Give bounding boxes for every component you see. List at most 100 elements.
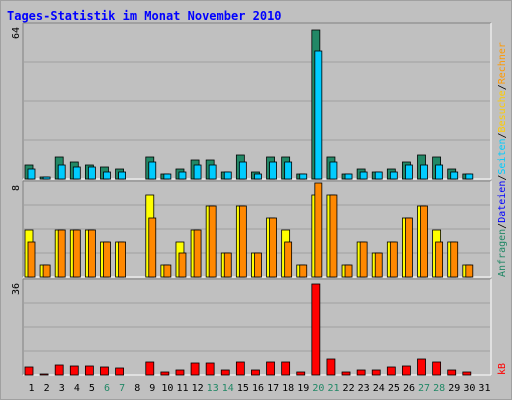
bar-besuche-2 bbox=[42, 264, 51, 278]
day-label-25: 25 bbox=[388, 383, 400, 394]
bar-kb-25 bbox=[386, 366, 396, 376]
bar-dateien-20 bbox=[314, 50, 323, 180]
bar-besuche-17 bbox=[269, 217, 277, 278]
legend-item: Dateien bbox=[497, 181, 508, 223]
bar-besuche-25 bbox=[389, 241, 398, 278]
bar-besuche-7 bbox=[118, 241, 126, 278]
bar-kb-6 bbox=[100, 366, 109, 376]
day-label-13: 13 bbox=[207, 383, 219, 394]
bar-kb-10 bbox=[160, 371, 170, 376]
bar-dateien-5 bbox=[87, 166, 96, 180]
bar-besuche-27 bbox=[420, 205, 428, 278]
bar-kb-19 bbox=[296, 371, 306, 376]
bar-kb-9 bbox=[145, 361, 155, 376]
bar-besuche-5 bbox=[87, 229, 96, 278]
bar-dateien-16 bbox=[254, 173, 262, 180]
bar-besuche-16 bbox=[254, 252, 262, 278]
bar-kb-12 bbox=[190, 362, 200, 376]
bar-dateien-4 bbox=[72, 166, 81, 180]
bar-besuche-19 bbox=[299, 264, 308, 278]
day-label-3: 3 bbox=[59, 383, 65, 394]
bar-besuche-1 bbox=[27, 241, 36, 278]
bar-dateien-12 bbox=[193, 164, 202, 180]
day-label-6: 6 bbox=[104, 383, 110, 394]
bar-dateien-30 bbox=[465, 173, 474, 180]
day-label-10: 10 bbox=[161, 383, 173, 394]
day-label-2: 2 bbox=[44, 383, 50, 394]
bar-besuche-20 bbox=[314, 182, 323, 278]
bar-kb-7 bbox=[115, 367, 124, 376]
bar-besuche-11 bbox=[178, 252, 187, 278]
bar-dateien-28 bbox=[435, 164, 444, 180]
legend-item: kB bbox=[497, 363, 508, 375]
bar-dateien-24 bbox=[374, 171, 383, 180]
day-label-22: 22 bbox=[343, 383, 355, 394]
bar-dateien-29 bbox=[450, 171, 459, 180]
bar-besuche-29 bbox=[450, 241, 459, 278]
bar-dateien-1 bbox=[27, 168, 36, 180]
day-label-23: 23 bbox=[358, 383, 370, 394]
day-label-19: 19 bbox=[297, 383, 309, 394]
day-label-17: 17 bbox=[267, 383, 279, 394]
day-label-27: 27 bbox=[418, 383, 430, 394]
bar-dateien-3 bbox=[57, 164, 66, 180]
bar-kb-1 bbox=[24, 366, 34, 376]
bar-dateien-7 bbox=[118, 171, 126, 180]
day-label-7: 7 bbox=[119, 383, 125, 394]
day-labels: 1 2 3 4 5 6 7 8 9 10 11 12 13 14 15 16 17 18 19 20 21 22 23 24 2… bbox=[29, 383, 491, 394]
scale-label: 64 bbox=[11, 27, 22, 39]
bar-kb-11 bbox=[175, 369, 185, 376]
bar-besuche-24 bbox=[374, 252, 383, 278]
bar-dateien-14 bbox=[223, 171, 232, 180]
series-kb bbox=[24, 283, 472, 376]
day-label-8: 8 bbox=[134, 383, 140, 394]
panel-2: 8 bbox=[11, 180, 492, 278]
day-label-15: 15 bbox=[237, 383, 249, 394]
series-dateien bbox=[27, 50, 474, 180]
day-label-4: 4 bbox=[74, 383, 80, 394]
bar-kb-23 bbox=[356, 369, 366, 376]
chart-title: Tages-Statistik im Monat November 2010 bbox=[7, 9, 282, 23]
bar-besuche-14 bbox=[223, 252, 232, 278]
day-label-12: 12 bbox=[192, 383, 204, 394]
bar-kb-26 bbox=[402, 365, 411, 376]
bar-besuche-18 bbox=[284, 241, 293, 278]
panel-3: 36 bbox=[11, 278, 492, 376]
bar-dateien-6 bbox=[103, 171, 111, 180]
bar-dateien-25 bbox=[389, 171, 398, 180]
day-label-16: 16 bbox=[252, 383, 264, 394]
bar-dateien-11 bbox=[178, 171, 187, 180]
bar-besuche-6 bbox=[103, 241, 111, 278]
bar-kb-21 bbox=[326, 358, 336, 376]
bar-besuche-13 bbox=[208, 205, 217, 278]
right-labels: Anfragen/Dateien/Seiten/Besuche/Rechnerk… bbox=[497, 42, 508, 375]
bar-kb-22 bbox=[341, 371, 351, 376]
series-besuche bbox=[27, 182, 474, 278]
bar-dateien-18 bbox=[284, 161, 293, 180]
legend-item: Anfragen bbox=[497, 229, 508, 277]
bar-dateien-17 bbox=[269, 161, 277, 180]
legend-item: Seiten bbox=[497, 138, 508, 174]
legend-item: / bbox=[497, 132, 508, 138]
bar-dateien-21 bbox=[329, 161, 338, 180]
day-label-26: 26 bbox=[403, 383, 415, 394]
bar-dateien-19 bbox=[299, 173, 308, 180]
bar-kb-18 bbox=[281, 361, 291, 376]
bar-besuche-30 bbox=[465, 264, 474, 278]
bar-dateien-22 bbox=[344, 173, 353, 180]
bar-dateien-15 bbox=[238, 161, 247, 180]
day-label-9: 9 bbox=[149, 383, 155, 394]
legend-item: / bbox=[497, 223, 508, 229]
day-label-29: 29 bbox=[448, 383, 460, 394]
bar-kb-14 bbox=[220, 369, 230, 376]
bar-besuche-12 bbox=[193, 229, 202, 278]
day-label-28: 28 bbox=[433, 383, 445, 394]
bar-dateien-9 bbox=[148, 161, 157, 180]
bar-besuche-15 bbox=[238, 205, 247, 278]
panel-1: 64 bbox=[11, 22, 492, 180]
bar-kb-16 bbox=[251, 369, 260, 376]
day-label-11: 11 bbox=[176, 383, 188, 394]
day-label-31: 31 bbox=[478, 383, 490, 394]
